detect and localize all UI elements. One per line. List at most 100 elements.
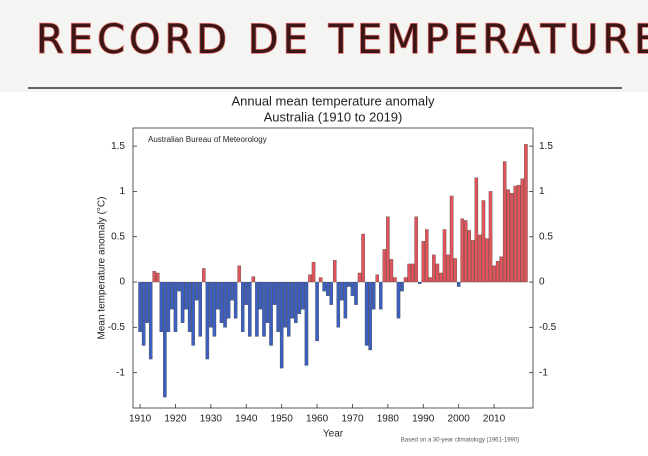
x-tick-label: 1910 (129, 414, 152, 425)
bar (379, 281, 383, 310)
bar (513, 185, 518, 283)
x-tick-label: 1930 (200, 414, 223, 425)
bar (237, 265, 241, 283)
bar (471, 240, 475, 283)
bar (304, 281, 309, 366)
y-tick-label-right: 0.5 (539, 231, 553, 242)
bar (354, 281, 358, 305)
bar (325, 281, 330, 296)
bar (230, 281, 234, 301)
bar (209, 281, 213, 328)
bar (262, 281, 266, 337)
bar (166, 281, 171, 333)
bar (336, 281, 341, 328)
bar (184, 281, 188, 310)
bar (279, 281, 284, 369)
y-tick-label: 1 (119, 186, 125, 197)
bar (173, 281, 178, 333)
bar (244, 281, 249, 305)
chart-title: Annual mean temperature anomaly (231, 93, 435, 108)
bar (152, 271, 156, 283)
bar (435, 263, 440, 283)
bar (499, 256, 503, 283)
x-tick-label: 1920 (164, 414, 187, 425)
bar (449, 195, 454, 283)
y-tick-label-right: 1.5 (539, 141, 553, 152)
bar (446, 254, 450, 283)
bar (223, 281, 227, 328)
y-tick-label: -0.5 (108, 322, 126, 333)
bar (368, 281, 372, 351)
y-tick-label-right: 0 (539, 277, 545, 288)
bar (198, 281, 202, 337)
bar (141, 281, 146, 346)
bar (506, 189, 510, 283)
bar (287, 281, 291, 337)
bar (428, 277, 433, 283)
bar (265, 281, 270, 323)
y-tick-label: -1 (116, 367, 125, 378)
bar (432, 254, 436, 283)
bar (251, 276, 256, 283)
y-tick-label-right: -0.5 (539, 322, 557, 333)
y-tick-label: 1.5 (111, 141, 125, 152)
bar (400, 281, 404, 292)
x-tick-label: 1960 (306, 414, 329, 425)
bar (301, 281, 305, 310)
bar (364, 281, 369, 346)
bar (163, 281, 167, 398)
bar (520, 178, 525, 283)
bar (156, 272, 160, 283)
bar (180, 281, 185, 323)
bar (453, 258, 457, 283)
bar (410, 263, 415, 283)
bar (170, 281, 174, 310)
bar (269, 281, 273, 346)
bar (177, 281, 181, 292)
y-tick-label-right: -1 (539, 367, 548, 378)
y-tick-label-right: 1 (539, 186, 545, 197)
bar (403, 277, 408, 283)
bar (202, 268, 206, 283)
bar (464, 220, 468, 283)
bar (240, 281, 245, 333)
bar (219, 281, 224, 323)
x-tick-label: 2000 (448, 414, 471, 425)
bar (488, 191, 493, 283)
x-tick-label: 2010 (483, 414, 506, 425)
bar (343, 281, 348, 319)
bar (138, 281, 142, 333)
bar (425, 229, 429, 283)
y-tick-label: 0 (119, 277, 125, 288)
bar (474, 177, 479, 283)
bar (517, 184, 521, 283)
bar (159, 281, 164, 333)
bar (347, 281, 351, 287)
plot-frame (132, 127, 534, 409)
bar (382, 249, 387, 283)
bar (389, 259, 394, 283)
bar (290, 281, 295, 319)
bar (276, 281, 280, 333)
bar (294, 281, 298, 323)
bar (212, 281, 217, 337)
x-tick-label: 1990 (412, 414, 435, 425)
x-tick-label: 1970 (341, 414, 364, 425)
bar (283, 281, 287, 328)
y-tick-label: 0.5 (111, 231, 125, 242)
bar (187, 281, 192, 333)
bar (481, 200, 486, 283)
bar (148, 281, 153, 360)
bar (226, 281, 231, 319)
bar (439, 272, 443, 283)
bar (386, 216, 390, 283)
y-axis-label: Mean temperature anomaly (°C) (97, 197, 108, 340)
bar (322, 281, 326, 292)
bar (467, 230, 472, 283)
bar (350, 281, 355, 296)
bar (191, 281, 195, 346)
bar (297, 281, 302, 314)
bar (315, 281, 319, 342)
bar (524, 144, 528, 283)
